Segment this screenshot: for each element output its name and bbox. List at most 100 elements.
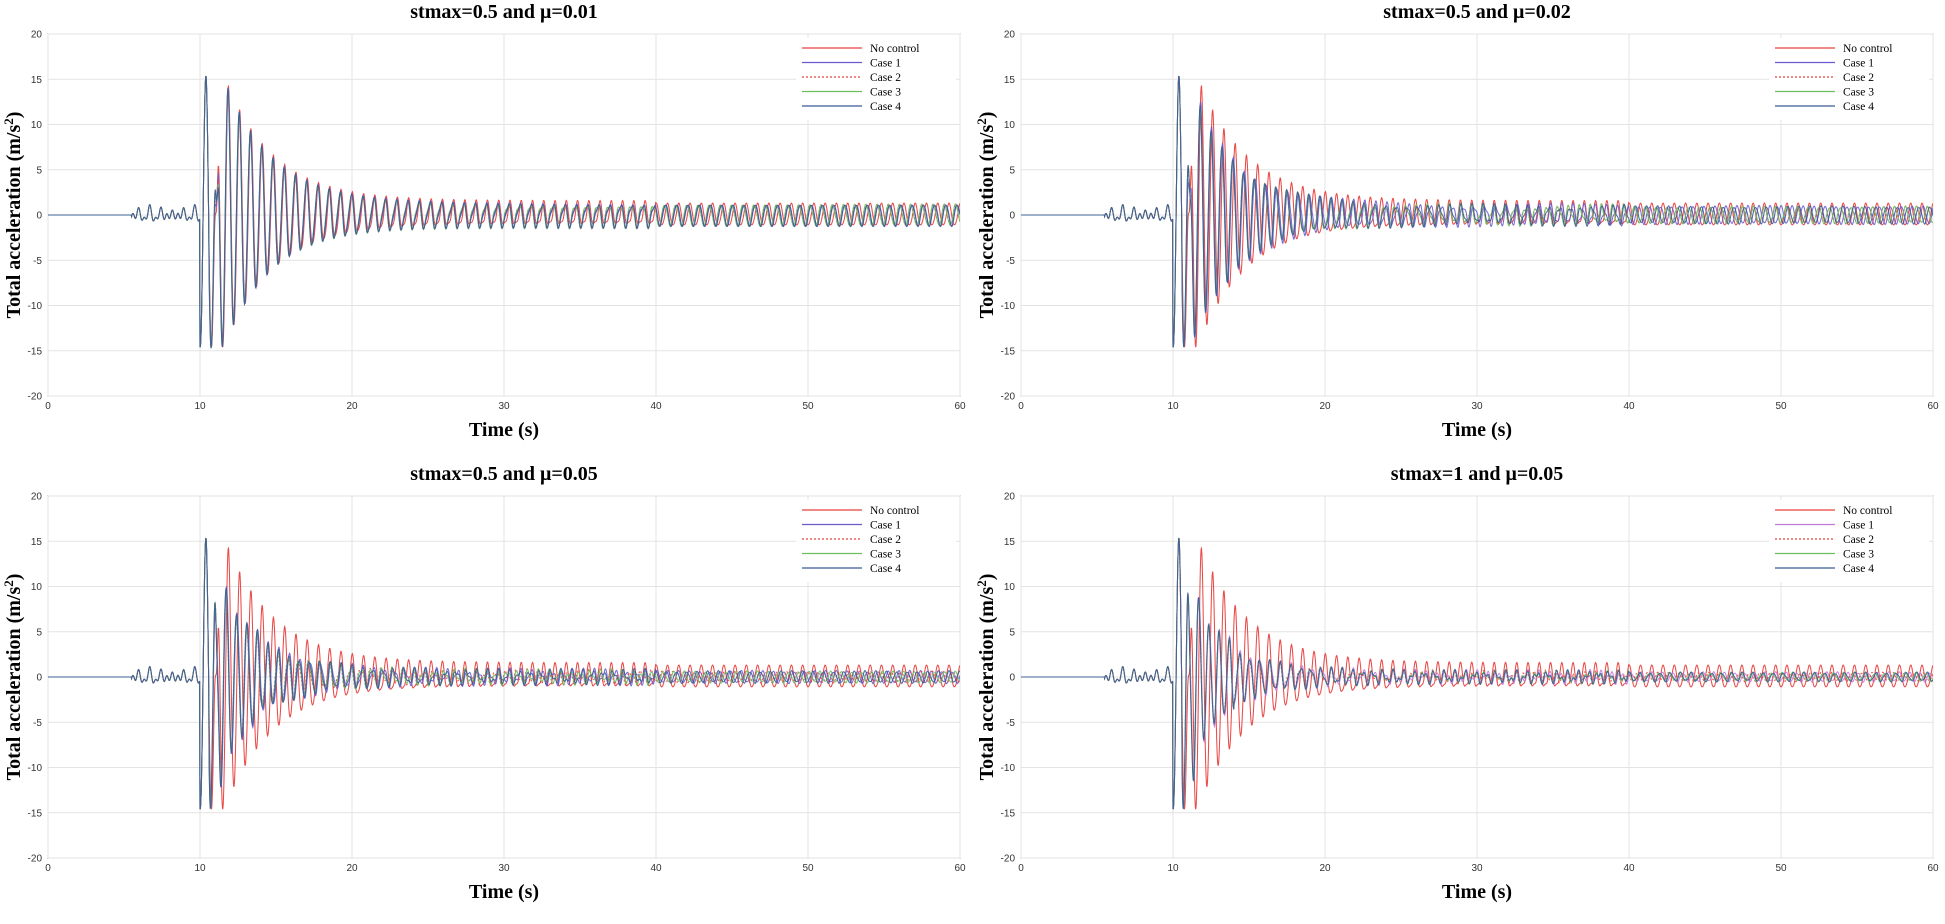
- chart-panel-bottom-left: stmax=0.5 and μ=0.05 0 10 20 30 40 50 60 20 15 10 5…: [0, 462, 972, 924]
- y-tick-label: 0: [36, 673, 42, 684]
- chart-title: stmax=0.5 and μ=0.01: [410, 1, 597, 23]
- chart-title: stmax=1 and μ=0.05: [1391, 463, 1563, 485]
- x-axis-label: Time (s): [469, 419, 539, 441]
- chart-title: stmax=0.5 and μ=0.02: [1383, 1, 1570, 23]
- y-tick-label: 5: [36, 627, 42, 638]
- x-axis-label: Time (s): [1442, 881, 1512, 903]
- y-axis-label-end: ): [3, 112, 25, 119]
- y-axis-label-end: ): [976, 112, 998, 119]
- x-tick-label: 10: [194, 401, 206, 412]
- x-tick-label: 60: [954, 401, 966, 412]
- x-tick-label: 20: [1319, 401, 1331, 412]
- x-tick-label: 40: [1623, 401, 1635, 412]
- y-tick-label: -15: [28, 808, 43, 819]
- x-tick-label: 10: [1167, 863, 1179, 874]
- x-tick-label: 60: [1927, 401, 1939, 412]
- x-tick-label: 0: [1018, 401, 1024, 412]
- x-axis-label: Time (s): [1442, 419, 1512, 441]
- y-axis-label-main: Total acceleration (m/s: [976, 587, 998, 781]
- y-axis-label-sup: 2: [974, 580, 989, 587]
- y-axis-label: Total acceleration (m/s2): [1, 574, 25, 781]
- legend-label: Case 4: [870, 563, 901, 575]
- y-axis-label: Total acceleration (m/s2): [974, 112, 998, 319]
- y-axis-label-main: Total acceleration (m/s: [3, 125, 25, 319]
- legend-label: Case 1: [870, 520, 901, 532]
- y-tick-label: -15: [1001, 346, 1016, 357]
- y-axis-label-main: Total acceleration (m/s: [976, 125, 998, 319]
- chart-svg: stmax=0.5 and μ=0.010 10 20 30 40 50 602015105…: [1, 1, 966, 441]
- x-tick-label: 0: [45, 401, 51, 412]
- y-tick-label: -20: [1001, 854, 1016, 865]
- legend-label: No control: [1843, 505, 1893, 517]
- y-tick-label: -20: [28, 392, 43, 403]
- y-tick-label: 15: [31, 75, 43, 86]
- chart-svg: stmax=0.5 and μ=0.02 0 10 20 30 40 50 60 20 15 10 5…: [974, 1, 1939, 441]
- x-tick-label: 30: [1471, 863, 1483, 874]
- series-line-case-4: [48, 537, 960, 810]
- y-axis-label: Total acceleration (m/s2): [974, 574, 998, 781]
- y-tick-label: 10: [31, 120, 43, 131]
- x-tick-label: 60: [954, 863, 966, 874]
- x-tick-label: 10: [1167, 401, 1179, 412]
- y-axis-label-sup: 2: [1, 580, 16, 587]
- x-tick-label: 40: [650, 401, 662, 412]
- y-tick-label: -10: [28, 763, 43, 774]
- x-axis-label: Time (s): [469, 881, 539, 903]
- y-axis-label-sup: 2: [1, 118, 16, 125]
- y-tick-label: 20: [1004, 30, 1016, 41]
- x-tick-label: 50: [1775, 401, 1787, 412]
- y-tick-label: 15: [31, 537, 43, 548]
- series-line-case-4: [1021, 75, 1933, 348]
- y-tick-label: 20: [31, 30, 43, 41]
- x-tick-label: 30: [1471, 401, 1483, 412]
- y-tick-label: 15: [1004, 75, 1016, 86]
- y-tick-label: -15: [28, 346, 43, 357]
- x-tick-label: 40: [650, 863, 662, 874]
- series-line-case-4: [1021, 537, 1933, 810]
- y-tick-label: -5: [1006, 256, 1015, 267]
- x-tick-label: 50: [802, 401, 814, 412]
- y-tick-label: -10: [28, 301, 43, 312]
- legend-label: Case 1: [1843, 58, 1874, 70]
- y-tick-label: 0: [1009, 673, 1015, 684]
- x-tick-label: 50: [802, 863, 814, 874]
- y-tick-label: 0: [36, 211, 42, 222]
- y-tick-label: 20: [1004, 492, 1016, 503]
- x-tick-label: 20: [346, 863, 358, 874]
- legend-label: Case 2: [1843, 534, 1874, 546]
- y-tick-label: 10: [1004, 120, 1016, 131]
- x-tick-label: 40: [1623, 863, 1635, 874]
- legend-label: Case 4: [1843, 563, 1874, 575]
- y-tick-label: 10: [31, 582, 43, 593]
- y-tick-label: -5: [1006, 718, 1015, 729]
- legend-label: No control: [870, 505, 920, 517]
- x-tick-label: 50: [1775, 863, 1787, 874]
- y-tick-label: 10: [1004, 582, 1016, 593]
- x-tick-label: 0: [1018, 863, 1024, 874]
- y-axis-label-end: ): [976, 574, 998, 581]
- legend-label: Case 2: [870, 72, 901, 84]
- y-tick-label: -10: [1001, 301, 1016, 312]
- chart-panel-top-left: stmax=0.5 and μ=0.01 0 10 20 30 40 50 60 20 15 10 5…: [0, 0, 972, 462]
- y-tick-label: -5: [33, 256, 42, 267]
- chart-svg: stmax=1 and μ=0.050 10 20 30 40 50 6020151050-…: [974, 463, 1939, 903]
- y-tick-label: 5: [36, 165, 42, 176]
- y-tick-label: 5: [1009, 165, 1015, 176]
- legend-label: Case 3: [870, 87, 901, 99]
- y-axis-label: Total acceleration (m/s2): [1, 112, 25, 319]
- x-tick-label: 20: [346, 401, 358, 412]
- legend-label: No control: [870, 43, 920, 55]
- legend-label: Case 1: [1843, 520, 1874, 532]
- legend-label: Case 2: [1843, 72, 1874, 84]
- chart-title: stmax=0.5 and μ=0.05: [410, 463, 597, 485]
- legend-label: Case 4: [1843, 101, 1874, 113]
- legend-label: No control: [1843, 43, 1893, 55]
- x-tick-label: 10: [194, 863, 206, 874]
- series-line-case-4: [48, 75, 960, 349]
- legend-label: Case 4: [870, 101, 901, 113]
- x-tick-label: 30: [498, 401, 510, 412]
- x-tick-label: 0: [45, 863, 51, 874]
- y-tick-label: 5: [1009, 627, 1015, 638]
- x-tick-label: 20: [1319, 863, 1331, 874]
- legend-label: Case 2: [870, 534, 901, 546]
